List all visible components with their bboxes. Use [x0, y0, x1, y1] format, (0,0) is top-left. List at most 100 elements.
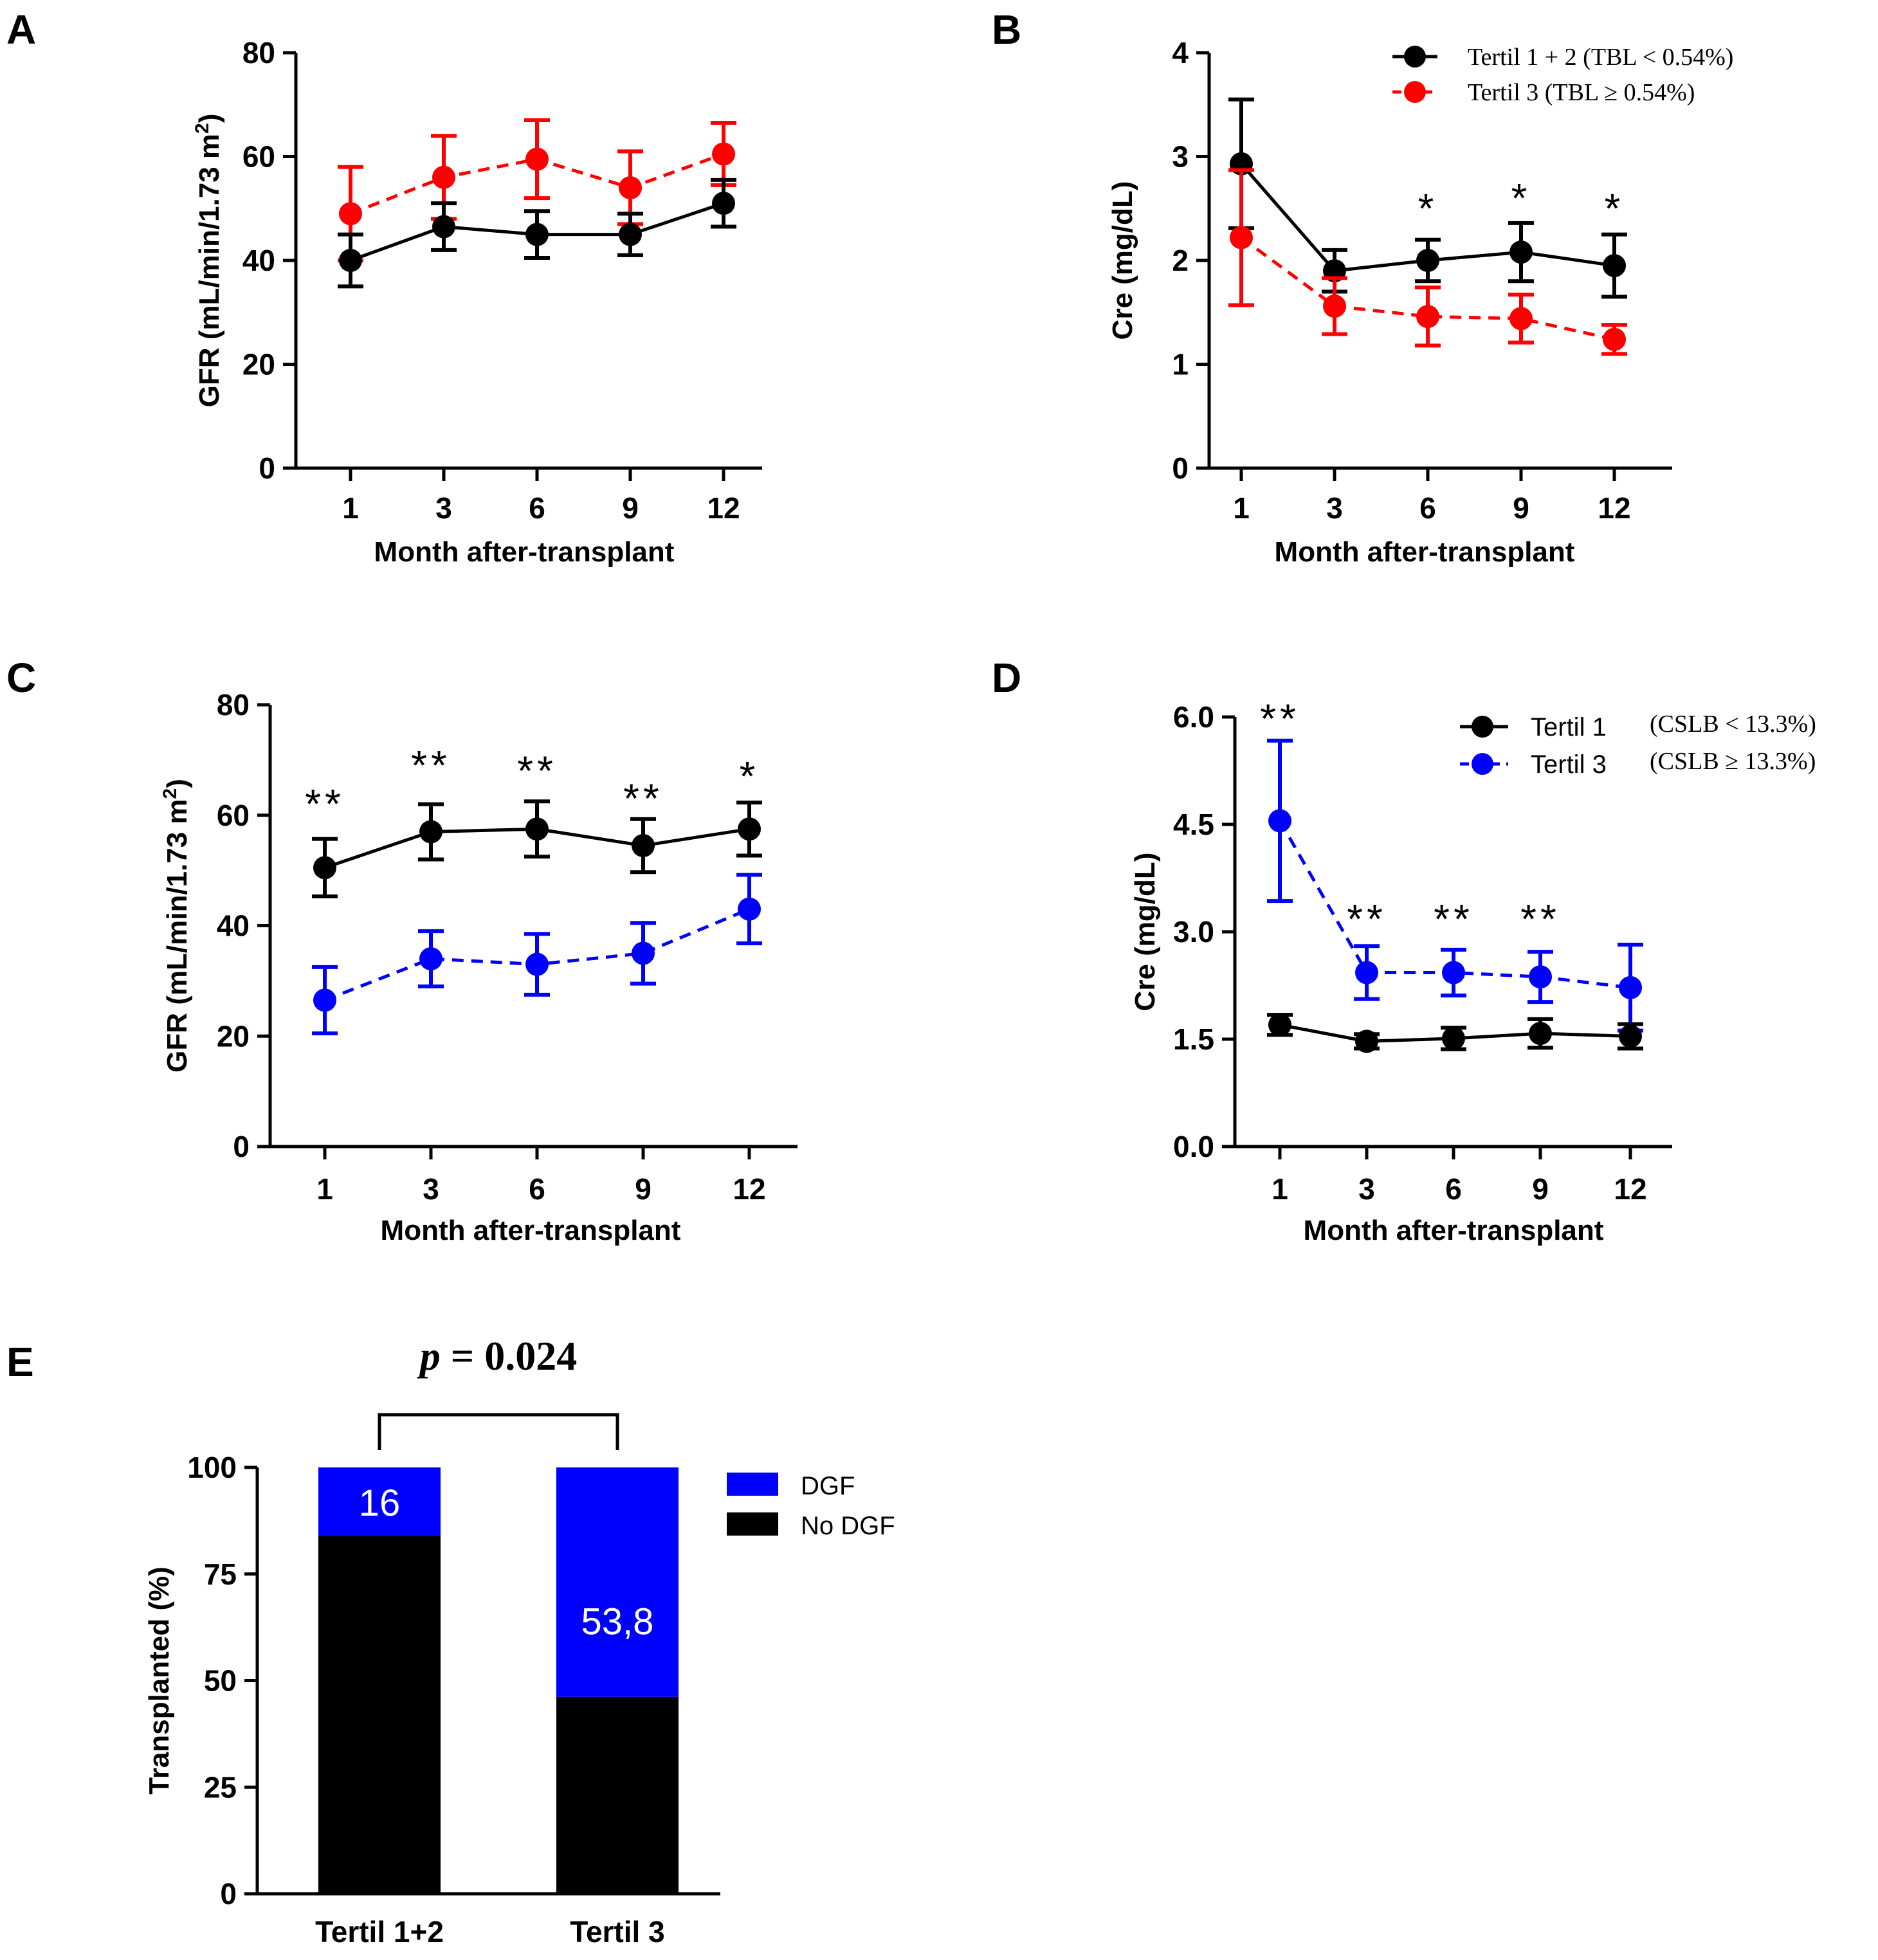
x-tick-label: 1 — [316, 1172, 333, 1206]
legend-label: No DGF — [801, 1512, 895, 1540]
x-tick-label: 3 — [423, 1172, 439, 1206]
data-point — [1230, 226, 1253, 250]
x-tick-label: 3 — [435, 491, 452, 525]
legend-swatch — [727, 1512, 778, 1536]
y-tick-label: 25 — [204, 1770, 237, 1804]
data-point — [1619, 975, 1642, 999]
data-point — [1603, 254, 1626, 278]
y-tick-label: 60 — [242, 140, 275, 174]
y-axis-title: Transplanted (%) — [143, 1566, 175, 1795]
legend-extra: (CSLB < 13.3%) — [1650, 711, 1816, 738]
panel-letter-d: D — [992, 655, 1021, 701]
data-point — [1603, 327, 1626, 351]
x-axis-title: Month after-transplant — [1304, 1215, 1604, 1246]
data-point — [712, 142, 735, 166]
y-tick-label: 0 — [259, 451, 275, 485]
panel-letter-e: E — [6, 1339, 34, 1385]
x-tick-label: 3 — [1326, 491, 1343, 525]
data-point — [1509, 240, 1533, 264]
data-point — [432, 215, 455, 239]
data-point — [525, 222, 549, 246]
significance-star: ** — [411, 742, 451, 788]
significance-bracket — [378, 1413, 619, 1450]
y-tick-label: 75 — [204, 1557, 237, 1591]
bar-segment-no-dgf — [556, 1696, 679, 1894]
y-tick-label: 40 — [217, 909, 250, 943]
y-tick-label: 4 — [1172, 36, 1189, 69]
data-point — [419, 820, 442, 844]
y-tick-label: 3 — [1172, 140, 1189, 174]
legend: DGF No DGF — [727, 1472, 895, 1540]
significance-star: ** — [1520, 896, 1560, 942]
panel-e: E 0 25 50 75 100 Transplanted (%) 16 Tertil 1+2 5… — [6, 1333, 895, 1948]
legend-marker — [1404, 46, 1426, 68]
legend-marker — [1404, 81, 1426, 103]
x-tick-label: 3 — [1358, 1172, 1375, 1206]
legend-marker — [1472, 716, 1493, 738]
series-tertil-1 — [1267, 1013, 1643, 1053]
significance-star: ** — [623, 775, 663, 821]
y-tick-label: 20 — [242, 348, 275, 381]
series-tertil-1-2 — [1228, 97, 1627, 299]
x-axis-title: Month after-transplant — [381, 1215, 681, 1246]
data-point — [1355, 961, 1378, 985]
data-point — [712, 192, 735, 215]
legend-swatch — [727, 1473, 778, 1496]
x-tick-label: 9 — [622, 491, 639, 525]
significance-star: * — [1605, 185, 1625, 231]
x-tick-label: 6 — [529, 491, 545, 525]
legend-label: Tertil 3 (TBL ≥ 0.54%) — [1468, 79, 1695, 106]
x-tick-label: 6 — [1419, 491, 1436, 525]
legend: Tertil 1 (CSLB < 13.3%) Tertil 3 (CSLB ≥ 13… — [1460, 711, 1816, 779]
panel-a: A 0 20 40 60 80 1 3 6 9 12 Month after-transplant GF… — [6, 6, 762, 568]
data-point — [1323, 295, 1346, 318]
panel-c: C 0 20 40 60 80 1 3 6 9 12 Month after-transplant GF… — [6, 655, 798, 1246]
y-tick-label: 6.0 — [1173, 700, 1214, 734]
y-axis-title: Cre (mg/dL) — [1107, 181, 1138, 340]
series-line — [1240, 236, 1615, 341]
data-point — [1529, 965, 1552, 989]
bar-group-tertil-3: 53,8 — [556, 1467, 679, 1894]
data-point — [339, 249, 362, 272]
y-axis-title: GFR (mL/min/1.73 m2) — [160, 779, 194, 1073]
data-point — [525, 147, 549, 171]
data-point — [1529, 1022, 1552, 1046]
series-tertil-3 — [1267, 738, 1643, 1033]
legend: Tertil 1 + 2 (TBL < 0.54%) Tertil 3 (TBL … — [1392, 44, 1733, 106]
data-point — [1268, 809, 1291, 833]
y-tick-label: 40 — [242, 244, 275, 277]
significance-star: ** — [1347, 896, 1387, 942]
series-tertil-1-2 — [338, 177, 736, 289]
bar-value-label: 16 — [359, 1482, 401, 1524]
legend-label: Tertil 1 — [1531, 713, 1607, 741]
series-tertil-1 — [312, 799, 762, 898]
x-tick-label: 12 — [733, 1172, 765, 1206]
panel-letter-c: C — [6, 655, 36, 701]
y-tick-label: 80 — [217, 688, 250, 721]
x-tick-label: 12 — [707, 491, 740, 525]
data-point — [313, 988, 336, 1012]
x-tick-label: 12 — [1598, 491, 1630, 525]
significance-star: ** — [1260, 695, 1300, 741]
bar-segment-dgf — [556, 1467, 679, 1697]
data-point — [1416, 249, 1439, 272]
data-point — [1619, 1024, 1642, 1048]
panel-letter-b: B — [992, 6, 1021, 53]
series-tertil-3 — [312, 873, 762, 1035]
significance-star: ** — [305, 781, 345, 827]
data-point — [525, 952, 549, 976]
legend-marker — [1472, 753, 1493, 775]
significance-star: * — [1418, 185, 1438, 231]
x-axis-title: Month after-transplant — [374, 536, 675, 568]
panel-d: D 0.0 1.5 3.0 4.5 6.0 1 3 6 9 12 Month after-transp… — [992, 655, 1816, 1246]
data-point — [1509, 307, 1533, 331]
data-point — [419, 947, 442, 971]
significance-star: ** — [517, 747, 557, 794]
y-tick-label: 4.5 — [1173, 808, 1214, 841]
x-tick-label: 9 — [1513, 491, 1529, 525]
y-tick-label: 0.0 — [1173, 1130, 1214, 1163]
data-point — [1416, 305, 1439, 329]
data-point — [1268, 1013, 1291, 1037]
x-tick-label: 1 — [1272, 1172, 1288, 1206]
